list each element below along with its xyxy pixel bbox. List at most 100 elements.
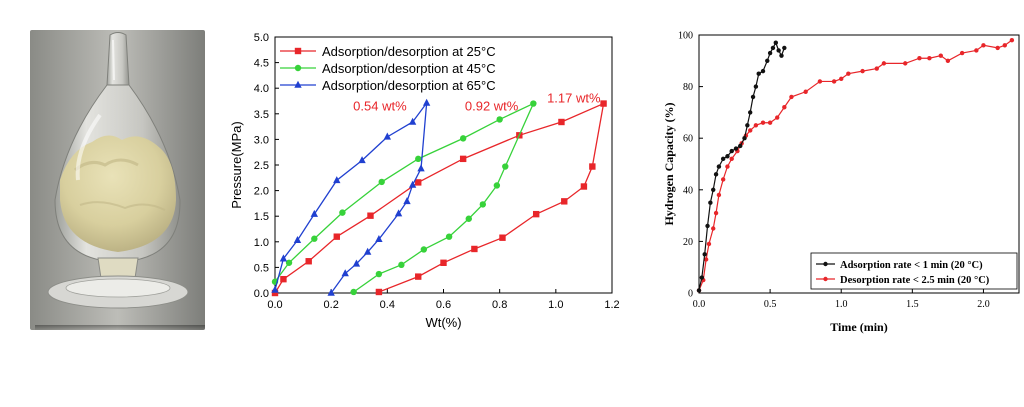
data-point	[750, 94, 756, 100]
data-point	[760, 68, 766, 74]
data-point	[713, 172, 719, 177]
legend-marker	[294, 64, 302, 72]
pct-chart: 0.0 0.2 0.4 0.6 0.8 1.0 1.2 0.0 0.5 1.0 1.5 2.0 2.5 3…	[215, 25, 620, 390]
data-point	[748, 128, 753, 133]
y-tick-label: 2.0	[254, 186, 269, 198]
data-point	[440, 259, 447, 266]
y-tick-label: 1.0	[254, 237, 269, 249]
x-tick-label: 0.2	[324, 299, 339, 311]
data-point	[881, 61, 887, 66]
data-point	[479, 201, 487, 208]
x-tick-label: 0.5	[764, 299, 777, 310]
data-point	[341, 269, 349, 277]
data-point	[422, 98, 431, 106]
data-point	[720, 156, 726, 162]
data-point	[753, 84, 759, 89]
data-point	[408, 117, 417, 125]
y-tick-label: 20	[683, 237, 693, 248]
legend-label: Adsorption rate < 1 min (20 °C)	[840, 260, 983, 271]
data-point	[817, 79, 823, 84]
data-point	[394, 209, 403, 217]
series-2	[271, 98, 431, 296]
data-point	[408, 180, 417, 188]
y-tick-label: 4.0	[254, 83, 269, 95]
data-point	[995, 45, 1000, 51]
legend-label: Adsorption/desorption at 45°C	[322, 61, 496, 76]
data-point	[403, 197, 411, 205]
data-point	[367, 212, 374, 219]
data-point	[776, 48, 781, 53]
data-point	[445, 233, 453, 240]
kinetics-chart: 0.0 0.5 1.0 1.5 2.0 0 20 40 60 80 100 Time (min) Hyd…	[655, 25, 1024, 370]
data-point	[580, 183, 588, 190]
weight-annotation: 1.17 wt%	[547, 91, 601, 106]
data-point	[499, 234, 506, 241]
data-point	[339, 209, 346, 216]
pct-chart-svg: 0.0 0.2 0.4 0.6 0.8 1.0 1.2 0.0 0.5 1.0 1.5 2.0 2.5 3…	[215, 25, 620, 390]
data-point	[420, 246, 428, 253]
data-point	[927, 56, 932, 61]
data-point	[765, 58, 770, 63]
data-point	[530, 100, 537, 107]
y-tick-label: 0.5	[254, 262, 269, 274]
data-point	[775, 115, 780, 120]
data-point	[703, 257, 709, 262]
data-point	[305, 258, 312, 265]
y-tick-label: 4.5	[254, 58, 269, 70]
kinetics-chart-svg: 0.0 0.5 1.0 1.5 2.0 0 20 40 60 80 100 Time (min) Hyd…	[655, 25, 1024, 370]
series-0	[696, 40, 787, 293]
data-point	[471, 245, 478, 253]
data-point	[742, 136, 747, 141]
weight-annotation: 0.54 wt%	[353, 99, 407, 114]
data-point	[767, 120, 773, 125]
data-point	[363, 247, 372, 255]
data-point	[760, 120, 766, 125]
data-point	[358, 156, 366, 164]
y-tick-label: 100	[678, 31, 693, 42]
x-axis-label: Time (min)	[830, 320, 887, 334]
data-point	[903, 61, 908, 66]
data-point	[1009, 37, 1015, 43]
y-tick-label: 40	[683, 185, 693, 196]
data-point	[459, 155, 467, 163]
data-point	[493, 182, 501, 189]
x-tick-label: 0.0	[693, 299, 706, 310]
data-point	[502, 163, 509, 170]
data-point	[378, 178, 385, 186]
x-tick-label: 0.6	[436, 299, 451, 311]
data-point	[782, 45, 787, 51]
data-point	[729, 148, 734, 154]
data-point	[417, 164, 425, 172]
data-point	[279, 254, 288, 262]
data-point	[375, 270, 383, 278]
data-point	[708, 200, 713, 205]
data-point	[745, 123, 750, 128]
data-point	[350, 288, 357, 296]
data-point	[375, 288, 383, 296]
data-point	[561, 198, 568, 205]
sample-photo	[30, 30, 205, 331]
flask-image	[30, 30, 205, 331]
data-point	[729, 156, 734, 162]
legend-label: Adsorption/desorption at 65°C	[322, 78, 496, 93]
legend-label: Desorption rate < 2.5 min (20 °C)	[840, 275, 990, 286]
data-point	[415, 179, 422, 186]
data-point	[711, 226, 716, 231]
data-point	[974, 48, 979, 53]
y-tick-label: 3.5	[254, 109, 269, 121]
y-tick-label: 60	[683, 134, 693, 145]
data-point	[333, 176, 341, 184]
series-1	[271, 100, 537, 296]
legend-marker	[294, 47, 302, 55]
legend-marker	[823, 261, 828, 267]
data-point	[702, 252, 707, 257]
data-point	[459, 135, 467, 142]
x-tick-label: 1.0	[835, 299, 848, 310]
x-tick-label: 0.8	[492, 299, 507, 311]
data-point	[271, 285, 279, 293]
x-axis-label: Wt(%)	[425, 315, 461, 330]
data-point	[839, 76, 844, 82]
data-point	[696, 288, 702, 293]
data-point	[706, 241, 712, 247]
data-point	[716, 164, 722, 169]
